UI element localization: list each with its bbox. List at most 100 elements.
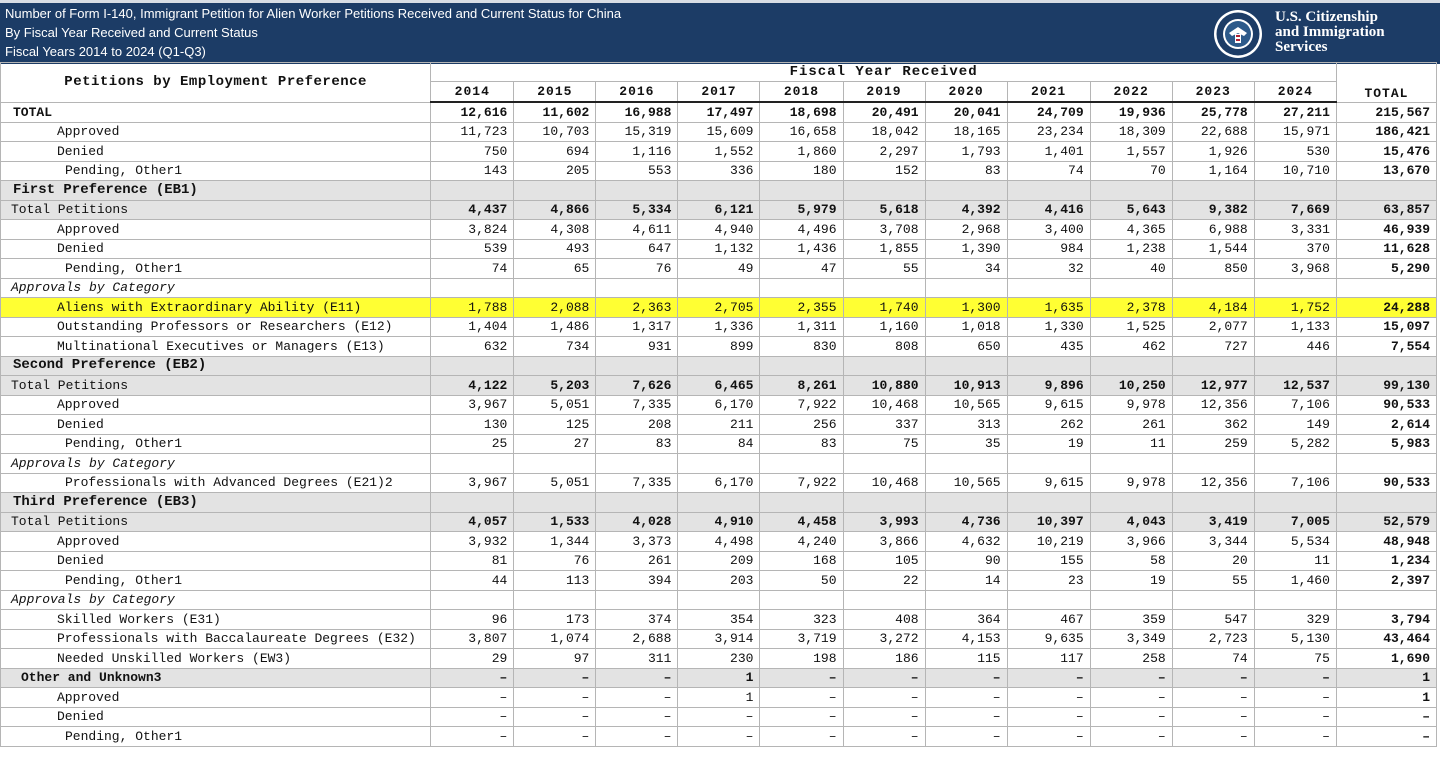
value-cell: 105 [842, 550, 926, 571]
value-cell: 173 [513, 609, 597, 630]
value-cell: 27,211 [1253, 101, 1337, 123]
table-row: Denied 81 76 261 209 168 105 90 155 58 20 11 1,234 [0, 550, 1438, 571]
value-cell: 530 [1253, 141, 1337, 162]
report-title: Number of Form I-140, Immigrant Petition… [5, 6, 622, 21]
empty-cell [842, 589, 926, 610]
value-cell: 12,356 [1171, 472, 1255, 493]
table-row: Pending, Other1– – – – – – – – – – – – [0, 726, 1438, 747]
value-cell: 130 [430, 414, 515, 435]
value-cell: 1,926 [1171, 141, 1255, 162]
empty-cell [1171, 589, 1255, 610]
value-cell: 435 [1006, 336, 1091, 357]
value-cell: 1 [677, 687, 761, 708]
value-cell: 203 [677, 570, 761, 591]
value-cell: 11 [1253, 550, 1337, 571]
value-cell: – [595, 687, 679, 708]
value-cell: 313 [924, 414, 1008, 435]
value-cell: 3,967 [430, 472, 515, 493]
value-cell: 65 [513, 258, 597, 279]
value-cell: 55 [842, 258, 926, 279]
value-cell: – [759, 706, 844, 727]
table-row: Pending, Other1 74 65 76 49 47 55 34 32 40 850 3,96… [0, 258, 1438, 279]
value-cell: 1,635 [1006, 297, 1091, 318]
table-row: Second Preference (EB2) [0, 355, 1438, 376]
value-cell: 1,486 [513, 316, 597, 337]
value-cell: 16,988 [595, 101, 679, 123]
empty-cell [842, 355, 926, 376]
total-column-header: TOTAL [1335, 62, 1438, 103]
table-row: Approvals by Category [0, 277, 1438, 298]
empty-cell [1171, 355, 1255, 376]
table-body: TOTAL 12,616 11,602 16,988 17,497 18,698 20,49… [0, 101, 1438, 747]
value-cell: 1,557 [1089, 141, 1173, 162]
value-cell: 311 [595, 648, 679, 669]
table-row: Approvals by Category [0, 589, 1438, 610]
empty-cell [759, 277, 844, 298]
value-cell: 4,416 [1006, 199, 1091, 220]
value-cell: 7,106 [1253, 472, 1337, 493]
row-label: Pending, Other1 [0, 726, 432, 747]
value-cell: 931 [595, 336, 679, 357]
empty-cell [1171, 492, 1255, 513]
value-cell: 50 [759, 570, 844, 591]
row-total-cell: 90,533 [1335, 472, 1438, 493]
value-cell: 7,626 [595, 375, 679, 396]
value-cell: 261 [1089, 414, 1173, 435]
empty-cell [595, 355, 679, 376]
value-cell: 4,611 [595, 219, 679, 240]
value-cell: 58 [1089, 550, 1173, 571]
value-cell: 1,404 [430, 316, 515, 337]
value-cell: 3,708 [842, 219, 926, 240]
value-cell: 208 [595, 414, 679, 435]
row-label: Needed Unskilled Workers (EW3) [0, 648, 432, 669]
value-cell: 11,723 [430, 121, 515, 142]
value-cell: – [1171, 706, 1255, 727]
value-cell: 27 [513, 433, 597, 454]
value-cell: 2,077 [1171, 316, 1255, 337]
value-cell: – [430, 726, 515, 747]
empty-cell [513, 180, 597, 201]
value-cell: 83 [759, 433, 844, 454]
empty-cell [1006, 589, 1091, 610]
value-cell: – [1089, 706, 1173, 727]
value-cell: 19 [1006, 433, 1091, 454]
row-label: Denied [0, 550, 432, 571]
value-cell: 25,778 [1171, 101, 1255, 123]
top-strip [0, 0, 1440, 3]
empty-cell [430, 492, 515, 513]
table-row: TOTAL 12,616 11,602 16,988 17,497 18,698 20,49… [0, 101, 1438, 123]
table-row: Approved 3,967 5,051 7,335 6,170 7,922 10,468 1… [0, 394, 1438, 415]
agency-line-1: U.S. Citizenship [1275, 9, 1378, 25]
row-total-cell: 24,288 [1335, 297, 1438, 318]
value-cell: 1,855 [842, 238, 926, 259]
value-cell: 493 [513, 238, 597, 259]
value-cell: 1,390 [924, 238, 1008, 259]
empty-cell [595, 180, 679, 201]
value-cell: 209 [677, 550, 761, 571]
row-label: Pending, Other1 [0, 160, 432, 181]
empty-cell [924, 180, 1008, 201]
value-cell: 18,042 [842, 121, 926, 142]
empty-cell [1089, 589, 1173, 610]
empty-cell [1089, 492, 1173, 513]
table-row: Approved – – –1– – – – – – –1 [0, 687, 1438, 708]
empty-cell [759, 589, 844, 610]
value-cell: – [1006, 667, 1091, 688]
value-cell: 15,319 [595, 121, 679, 142]
empty-cell [677, 180, 761, 201]
value-cell: – [677, 726, 761, 747]
year-header-2018: 2018 [759, 81, 844, 103]
value-cell: 4,028 [595, 511, 679, 532]
row-label: Aliens with Extraordinary Ability (E11) [0, 297, 432, 318]
empty-cell [924, 589, 1008, 610]
value-cell: 2,723 [1171, 628, 1255, 649]
empty-cell [1089, 453, 1173, 474]
value-cell: 20,491 [842, 101, 926, 123]
value-cell: 25 [430, 433, 515, 454]
value-cell: 1,160 [842, 316, 926, 337]
empty-cell [842, 277, 926, 298]
empty-cell [1335, 453, 1438, 474]
table-row: Third Preference (EB3) [0, 492, 1438, 513]
value-cell: 1,860 [759, 141, 844, 162]
value-cell: 84 [677, 433, 761, 454]
